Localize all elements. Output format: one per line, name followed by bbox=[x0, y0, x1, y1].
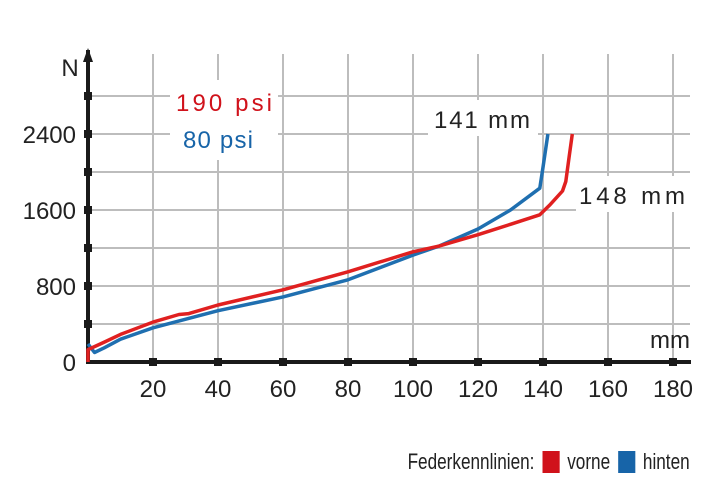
y-tick-label: 1600 bbox=[23, 198, 76, 225]
y-tick bbox=[84, 282, 92, 290]
x-tick-label: 140 bbox=[523, 376, 563, 403]
y-axis-labels: 2400 1600 800 0 bbox=[23, 122, 76, 377]
y-tick bbox=[84, 130, 92, 138]
x-tick-label: 180 bbox=[653, 376, 693, 403]
front-travel-label: 148 mm bbox=[579, 183, 685, 210]
x-tick bbox=[539, 358, 547, 366]
x-axis-labels: 20 40 60 80 100 120 140 160 180 bbox=[140, 376, 693, 403]
front-travel-label-bg bbox=[576, 176, 690, 212]
x-tick-label: 120 bbox=[458, 376, 498, 403]
legend-label-vorne: vorne bbox=[567, 449, 611, 474]
legend-swatch-hinten bbox=[618, 451, 636, 473]
x-tick-label: 40 bbox=[205, 376, 232, 403]
x-tick bbox=[409, 358, 417, 366]
x-tick bbox=[344, 358, 352, 366]
legend-title: Federkennlinien: bbox=[407, 449, 535, 474]
x-tick-label: 100 bbox=[393, 376, 433, 403]
y-tick bbox=[84, 92, 92, 100]
y-tick bbox=[84, 206, 92, 214]
y-tick bbox=[84, 244, 92, 252]
y-tick bbox=[84, 168, 92, 176]
x-axis-unit: mm bbox=[650, 327, 690, 354]
x-tick bbox=[669, 358, 677, 366]
y-tick-label: 2400 bbox=[23, 122, 76, 149]
x-tick bbox=[279, 358, 287, 366]
rear-travel-label-bg bbox=[428, 100, 538, 136]
rear-pressure-label: 80 psi bbox=[183, 127, 253, 154]
x-tick bbox=[474, 358, 482, 366]
legend-swatch-vorne bbox=[542, 451, 560, 473]
series-line-vorne bbox=[86, 133, 575, 362]
y-axis-arrow-icon bbox=[83, 48, 93, 62]
y-axis-unit: N bbox=[61, 55, 78, 82]
x-tick-label: 60 bbox=[270, 376, 297, 403]
x-tick bbox=[214, 358, 222, 366]
pressure-label-bg bbox=[170, 80, 278, 160]
legend: Federkennlinien: vorne hinten bbox=[408, 449, 690, 475]
rear-travel-label: 141 mm bbox=[434, 107, 530, 134]
x-tick bbox=[604, 358, 612, 366]
x-tick-label: 80 bbox=[335, 376, 362, 403]
axis-ticks bbox=[84, 92, 677, 366]
y-tick-label: 800 bbox=[36, 274, 76, 301]
x-tick bbox=[149, 358, 157, 366]
y-tick-label: 0 bbox=[63, 350, 76, 377]
x-tick-label: 20 bbox=[140, 376, 167, 403]
series-line-hinten bbox=[86, 133, 550, 355]
y-tick bbox=[84, 320, 92, 328]
x-tick-label: 160 bbox=[588, 376, 628, 403]
legend-label-hinten: hinten bbox=[643, 449, 690, 474]
